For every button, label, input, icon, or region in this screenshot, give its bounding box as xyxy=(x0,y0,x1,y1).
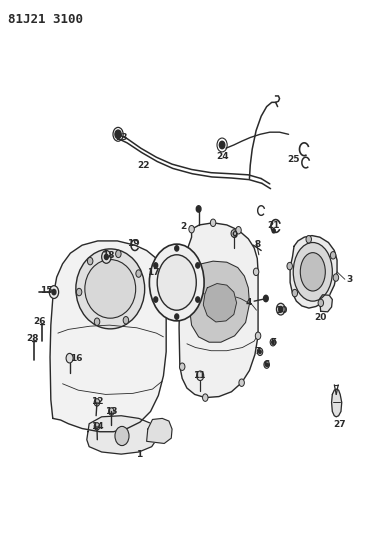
Circle shape xyxy=(239,379,244,386)
Circle shape xyxy=(154,263,158,268)
Circle shape xyxy=(175,246,179,251)
Ellipse shape xyxy=(293,243,332,301)
Circle shape xyxy=(196,297,200,302)
Circle shape xyxy=(306,236,312,243)
Text: 7: 7 xyxy=(255,348,261,356)
Text: 10: 10 xyxy=(275,306,288,314)
Text: 13: 13 xyxy=(105,407,118,416)
Circle shape xyxy=(236,227,241,234)
Circle shape xyxy=(264,361,269,368)
Polygon shape xyxy=(332,389,342,417)
Circle shape xyxy=(123,317,129,324)
Text: 6: 6 xyxy=(264,360,270,369)
Text: 24: 24 xyxy=(217,152,229,161)
Circle shape xyxy=(52,289,56,295)
Circle shape xyxy=(136,270,142,277)
Polygon shape xyxy=(320,295,332,312)
Text: 25: 25 xyxy=(287,156,300,164)
Polygon shape xyxy=(179,223,258,398)
Circle shape xyxy=(318,299,324,306)
Circle shape xyxy=(196,263,200,268)
Circle shape xyxy=(76,288,82,296)
Circle shape xyxy=(231,230,237,237)
Ellipse shape xyxy=(149,244,204,321)
Ellipse shape xyxy=(76,249,145,329)
Circle shape xyxy=(104,254,108,260)
Circle shape xyxy=(109,408,114,415)
Text: 23: 23 xyxy=(116,133,128,142)
Ellipse shape xyxy=(300,253,325,291)
Circle shape xyxy=(94,318,100,326)
Circle shape xyxy=(253,268,259,276)
Circle shape xyxy=(264,295,268,302)
Circle shape xyxy=(115,426,129,446)
Circle shape xyxy=(66,353,73,363)
Text: 15: 15 xyxy=(40,286,52,295)
Circle shape xyxy=(115,130,121,139)
Circle shape xyxy=(219,141,225,149)
Circle shape xyxy=(259,350,261,353)
Circle shape xyxy=(154,297,158,302)
Text: 81J21 3100: 81J21 3100 xyxy=(8,13,83,26)
Circle shape xyxy=(94,423,100,430)
Polygon shape xyxy=(190,261,249,342)
Text: 4: 4 xyxy=(245,298,251,307)
Polygon shape xyxy=(147,418,172,443)
Text: 27: 27 xyxy=(333,420,346,429)
Polygon shape xyxy=(87,416,156,454)
Circle shape xyxy=(257,348,263,356)
Text: 19: 19 xyxy=(127,239,139,247)
Circle shape xyxy=(272,341,274,344)
Circle shape xyxy=(175,314,179,319)
Text: 17: 17 xyxy=(147,269,160,277)
Circle shape xyxy=(196,206,201,212)
Text: 20: 20 xyxy=(314,313,327,322)
Circle shape xyxy=(88,257,93,265)
Text: 22: 22 xyxy=(138,161,150,169)
Text: 11: 11 xyxy=(193,371,206,379)
Text: 3: 3 xyxy=(347,276,353,284)
Text: 21: 21 xyxy=(267,222,280,230)
Circle shape xyxy=(276,303,285,315)
Circle shape xyxy=(292,289,298,297)
Circle shape xyxy=(272,229,275,233)
Circle shape xyxy=(179,363,185,370)
Circle shape xyxy=(49,286,59,298)
Circle shape xyxy=(287,262,292,270)
Text: 1: 1 xyxy=(136,450,142,458)
Text: 9: 9 xyxy=(231,231,238,240)
Polygon shape xyxy=(203,284,237,322)
Circle shape xyxy=(330,252,336,259)
Circle shape xyxy=(189,225,194,233)
Circle shape xyxy=(255,332,261,340)
Circle shape xyxy=(265,363,268,366)
Text: 5: 5 xyxy=(271,338,277,346)
Polygon shape xyxy=(290,236,337,308)
Text: 14: 14 xyxy=(91,422,103,431)
Text: 26: 26 xyxy=(33,318,45,326)
Polygon shape xyxy=(50,241,166,432)
Circle shape xyxy=(333,274,339,281)
Circle shape xyxy=(270,338,276,346)
Circle shape xyxy=(279,306,283,312)
Circle shape xyxy=(94,399,100,406)
Text: 2: 2 xyxy=(180,222,186,231)
Circle shape xyxy=(116,250,121,257)
Circle shape xyxy=(210,219,216,227)
Text: 12: 12 xyxy=(91,398,103,406)
Text: 18: 18 xyxy=(102,252,115,260)
Text: 8: 8 xyxy=(255,240,261,248)
Circle shape xyxy=(197,371,204,381)
Text: 28: 28 xyxy=(26,335,38,343)
Text: 16: 16 xyxy=(70,354,83,362)
Circle shape xyxy=(203,394,208,401)
Ellipse shape xyxy=(85,260,136,318)
Ellipse shape xyxy=(157,255,196,310)
Circle shape xyxy=(102,251,111,263)
